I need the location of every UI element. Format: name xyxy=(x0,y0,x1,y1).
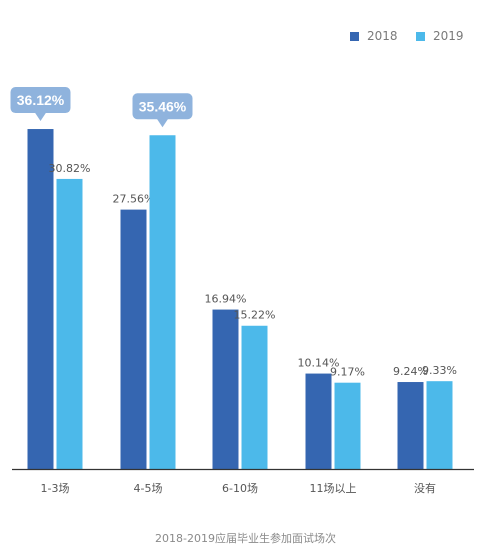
data-label-2019-4: 9.33% xyxy=(422,364,457,377)
callout-bubble-2018-0 xyxy=(10,87,71,114)
bar-2018-2 xyxy=(212,309,239,469)
x-tick-label-4: 没有 xyxy=(414,481,436,495)
legend-label-2019: 2019 xyxy=(433,29,464,43)
data-label-2019-2: 15.22% xyxy=(234,309,276,322)
legend-label-2018: 2018 xyxy=(367,29,398,43)
chart-caption: 2018-2019应届毕业生参加面试场次 xyxy=(155,532,336,545)
x-tick-label-2: 6-10场 xyxy=(222,481,258,495)
x-tick-label-3: 11场以上 xyxy=(310,481,357,495)
data-label-2019-1: 35.46% xyxy=(139,98,187,114)
bar-2018-4 xyxy=(397,382,424,469)
legend-swatch-2019 xyxy=(416,31,425,41)
data-label-2018-2: 16.94% xyxy=(205,293,247,306)
callout-pointer-2018-0 xyxy=(34,112,47,122)
data-label-2018-1: 27.56% xyxy=(113,193,155,206)
legend-item-2018: 2018 xyxy=(350,28,398,44)
data-label-2018-4: 9.24% xyxy=(393,365,428,378)
callout-pointer-2019-1 xyxy=(156,118,169,128)
bar-2019-1 xyxy=(149,135,176,469)
bar-2018-0 xyxy=(27,129,54,469)
bar-2019-2 xyxy=(241,325,268,469)
bar-2019-4 xyxy=(426,381,453,469)
callout-bubble-2019-1 xyxy=(132,93,193,120)
data-label-2019-0: 30.82% xyxy=(49,162,91,175)
legend-item-2019: 2019 xyxy=(416,28,464,44)
bar-2019-3 xyxy=(334,382,361,469)
x-tick-label-1: 4-5场 xyxy=(134,481,163,495)
data-label-2018-0: 36.12% xyxy=(17,92,65,108)
bar-2018-3 xyxy=(305,373,332,469)
bar-2018-1 xyxy=(120,209,147,469)
data-label-2019-3: 9.17% xyxy=(330,366,365,379)
data-label-2018-3: 10.14% xyxy=(298,357,340,370)
x-tick-label-0: 1-3场 xyxy=(41,481,70,495)
legend-swatch-2018 xyxy=(350,31,359,41)
bar-2019-0 xyxy=(56,178,83,469)
